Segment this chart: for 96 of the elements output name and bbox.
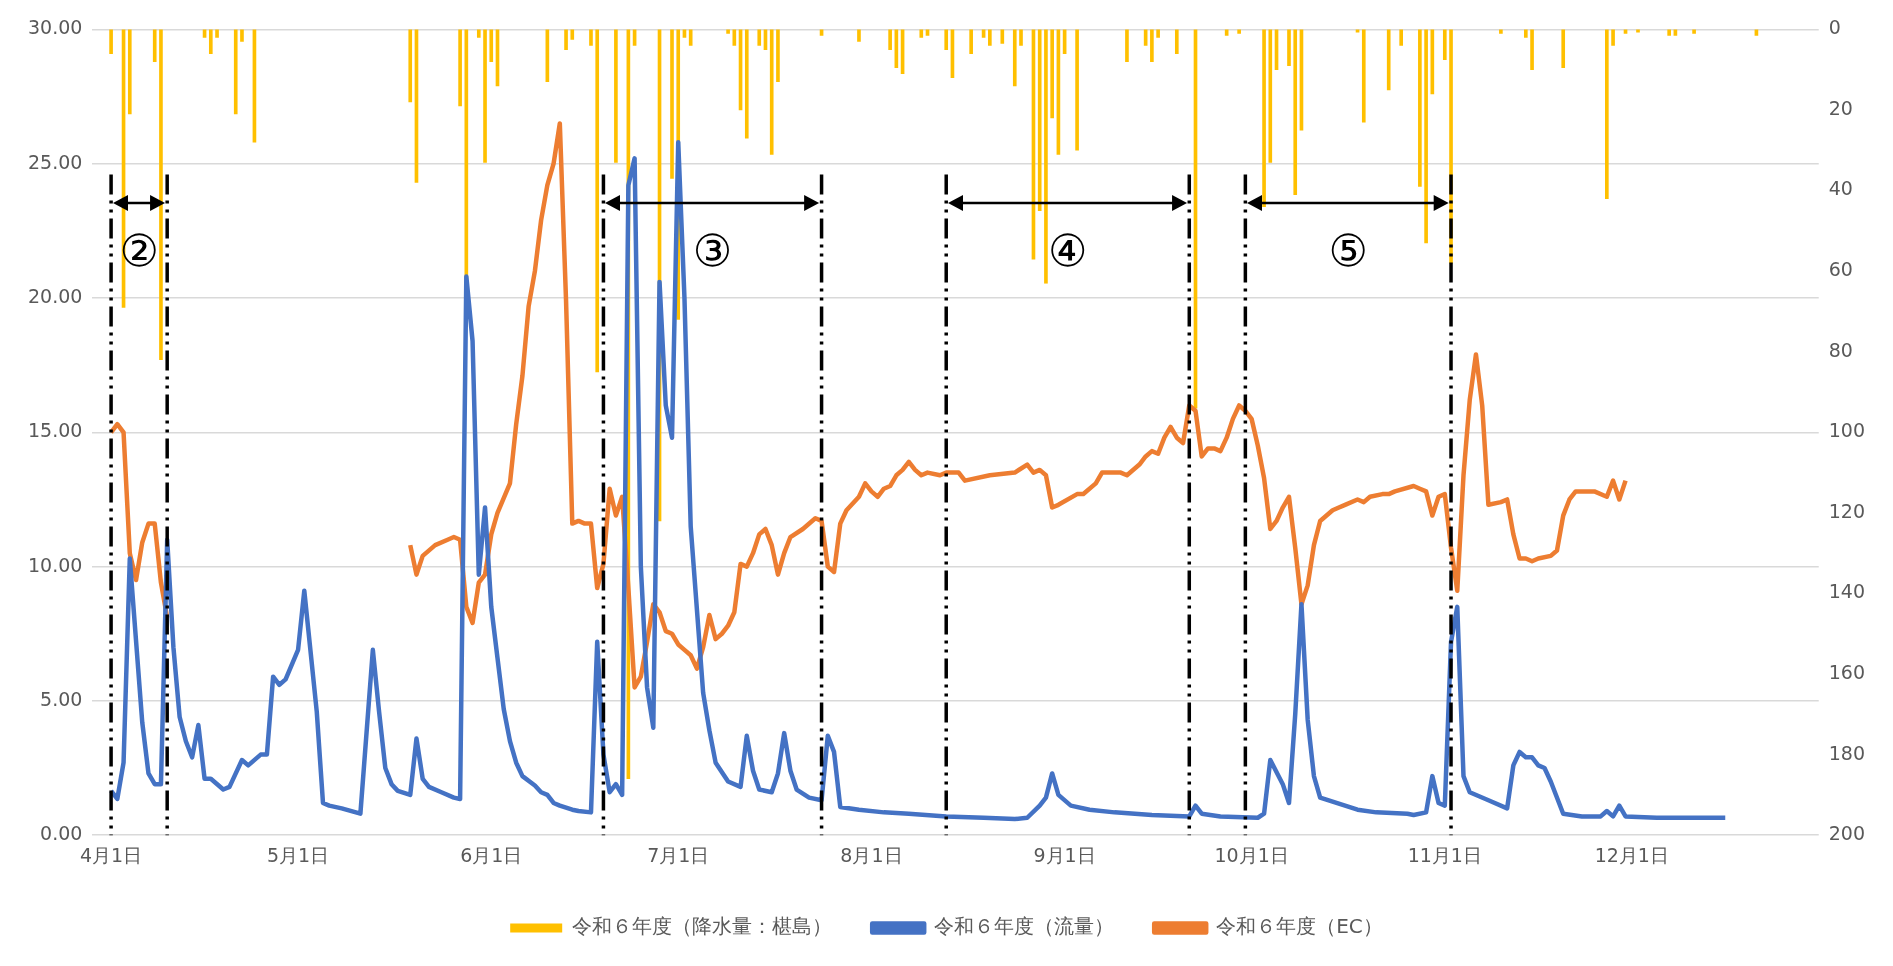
y-tick-label: 25.00 [27, 150, 83, 173]
bar [988, 29, 992, 46]
bar [1125, 29, 1129, 62]
y-tick-label: 5.00 [40, 687, 83, 710]
x-tick-label: 9月1日 [1033, 843, 1096, 866]
annotation: ③ [692, 225, 733, 277]
bar [152, 29, 157, 62]
y2-tick-label: 180 [1828, 741, 1865, 764]
bar [1442, 29, 1447, 60]
y-tick-label: 30.00 [27, 16, 83, 39]
bar [595, 29, 600, 373]
bar [1293, 29, 1298, 195]
annotation: ④ [1048, 225, 1088, 277]
bar [888, 29, 892, 50]
y2-tick-label: 60 [1828, 258, 1853, 281]
y2-tick-label: 200 [1828, 822, 1865, 845]
bar [208, 29, 213, 54]
y2-tick-label: 120 [1828, 499, 1865, 522]
bar [1424, 29, 1428, 244]
bar [109, 29, 113, 54]
bar [1050, 29, 1054, 119]
bar [159, 29, 163, 361]
bar [1287, 29, 1291, 66]
x-tick-label: 6月1日 [460, 843, 523, 866]
x-tick-label: 11月1日 [1407, 843, 1482, 866]
bar [1156, 29, 1160, 38]
bar [688, 29, 693, 46]
x-tick-label: 5月1日 [266, 843, 330, 866]
y-tick-label: 20.00 [27, 284, 83, 307]
bar [1075, 29, 1079, 151]
bar [1237, 29, 1241, 34]
bar [1262, 29, 1266, 208]
bar [408, 29, 413, 103]
bar [240, 29, 244, 42]
bar [1037, 29, 1042, 212]
bar [776, 29, 780, 83]
bar [1667, 29, 1671, 36]
bar [570, 29, 575, 40]
bar [1361, 29, 1366, 123]
bar [127, 29, 132, 115]
bar [944, 29, 949, 50]
bar [919, 29, 924, 38]
bar [1418, 29, 1422, 187]
bar [233, 29, 238, 115]
y-tick-label: 10.00 [27, 553, 83, 576]
bar [769, 29, 774, 155]
bar [744, 29, 749, 139]
bar [614, 29, 618, 163]
bar [1605, 29, 1609, 199]
bar [1044, 29, 1048, 284]
bar [1611, 29, 1615, 46]
x-tick-label: 10月1日 [1214, 843, 1289, 866]
y2-tick-label: 160 [1828, 660, 1865, 683]
x-tick-label: 8月1日 [840, 843, 903, 866]
annotation: ⑤ [1328, 225, 1368, 277]
y2-tick-label: 100 [1828, 419, 1865, 442]
x-tick-label: 4月1日 [80, 843, 143, 866]
bar [1692, 29, 1696, 34]
bar [1399, 29, 1403, 46]
bar [757, 29, 762, 46]
bar [1561, 29, 1566, 69]
bar [476, 29, 481, 38]
bar [489, 29, 494, 62]
bar [1019, 29, 1023, 46]
x-tick-label: 7月1日 [647, 843, 710, 866]
bar [589, 29, 593, 46]
y2-tick-label: 0 [1828, 16, 1841, 39]
bar [857, 29, 861, 42]
y2-tick-label: 40 [1828, 177, 1853, 200]
bar [1523, 29, 1528, 38]
bar [1268, 29, 1273, 163]
x-tick-label: 12月1日 [1594, 843, 1669, 866]
legend-label: 令和６年度（降水量：椹島） [572, 914, 833, 939]
bar [1012, 29, 1017, 87]
legend-label: 令和６年度（流量） [934, 914, 1115, 939]
bar [969, 29, 973, 54]
y-tick-label: 0.00 [40, 822, 83, 845]
bar [483, 29, 487, 163]
bar [1174, 29, 1179, 54]
y2-tick-label: 20 [1828, 96, 1853, 119]
bar [670, 29, 674, 179]
y-tick-label: 15.00 [27, 419, 83, 442]
bar [1636, 29, 1640, 33]
bar [732, 29, 737, 46]
bar [458, 29, 462, 107]
bar [215, 29, 219, 38]
bar [564, 29, 568, 50]
legend-label: 令和６年度（EC） [1216, 914, 1383, 939]
y2-tick-label: 80 [1828, 338, 1853, 361]
bar [1000, 29, 1005, 44]
bar [1530, 29, 1534, 71]
bar [1386, 29, 1391, 91]
bar [726, 29, 730, 34]
bar [1150, 29, 1154, 62]
y2-tick-label: 140 [1828, 580, 1865, 603]
bar [1499, 29, 1503, 34]
